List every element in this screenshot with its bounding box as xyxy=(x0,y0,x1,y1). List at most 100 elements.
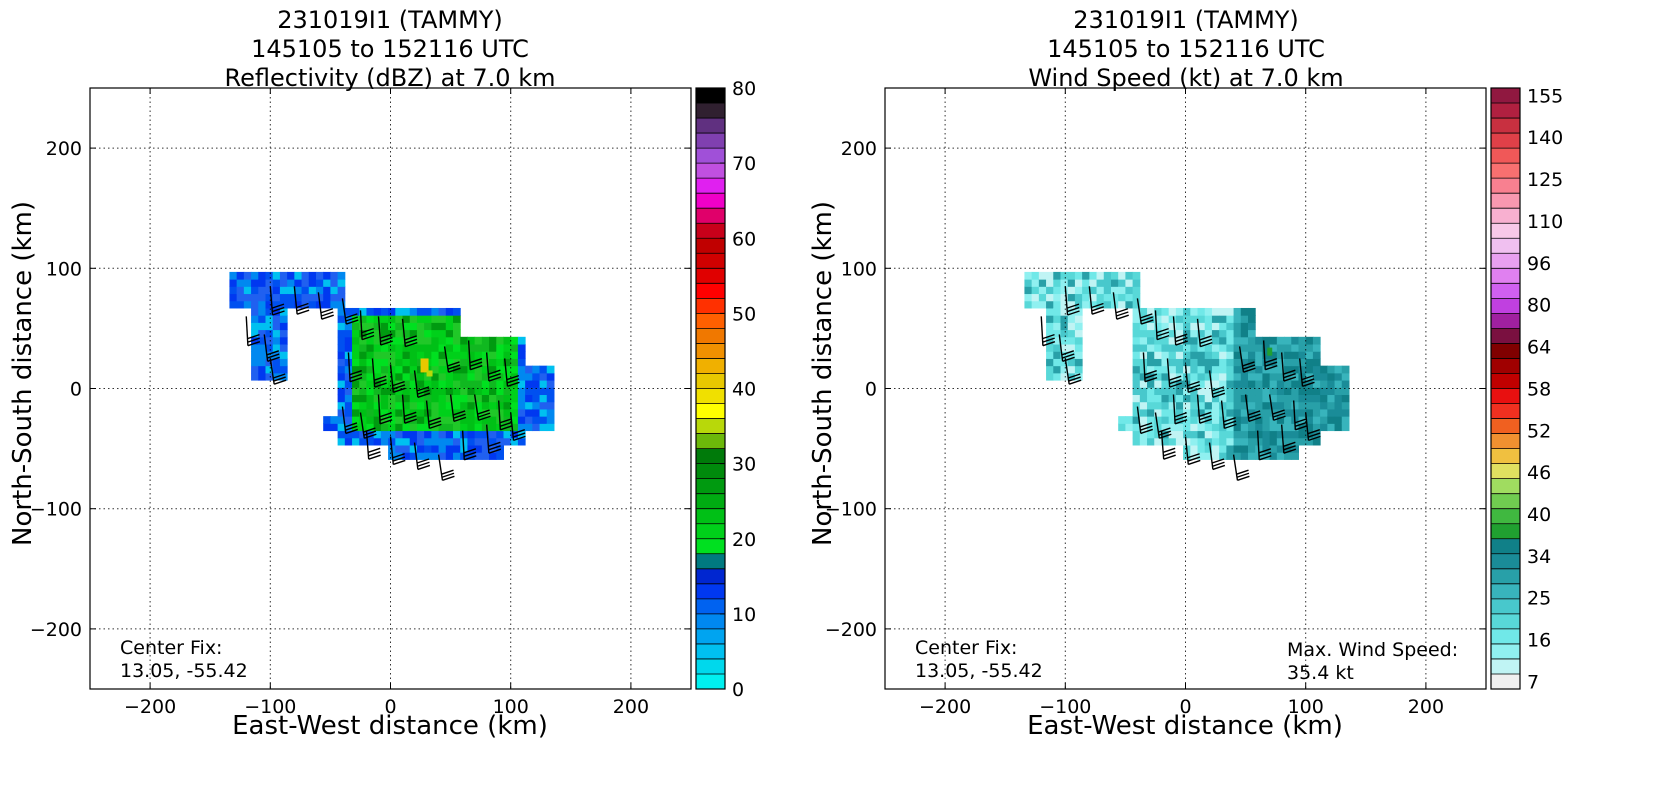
echo-cell xyxy=(352,322,360,331)
echo-cell xyxy=(402,416,411,424)
echo-cell xyxy=(416,329,425,338)
x-tick-label: −200 xyxy=(124,696,176,718)
echo-cell xyxy=(1190,437,1199,446)
echo-cell xyxy=(1233,423,1242,432)
echo-cell xyxy=(1262,344,1271,352)
echo-cell xyxy=(503,351,512,359)
echo-cell xyxy=(474,401,483,410)
echo-cell xyxy=(510,351,519,359)
echo-cell xyxy=(1132,300,1141,309)
echo-cell xyxy=(402,336,411,345)
echo-cell xyxy=(510,358,519,367)
echo-cell xyxy=(1219,444,1227,453)
echo-cell xyxy=(258,307,266,316)
echo-cell xyxy=(388,430,396,439)
y-tick-label: −100 xyxy=(825,499,877,521)
echo-cell xyxy=(1139,372,1148,381)
barb-flag xyxy=(1140,428,1153,435)
echo-cell xyxy=(1154,416,1162,424)
echo-cell xyxy=(380,387,389,396)
barb-flag xyxy=(1139,422,1153,428)
echo-cell xyxy=(438,322,447,331)
echo-cell xyxy=(1255,437,1263,446)
echo-cell xyxy=(1240,423,1249,432)
echo-cell xyxy=(416,387,425,396)
echo-cell xyxy=(402,351,411,359)
echo-cell xyxy=(1291,430,1299,439)
echo-cell xyxy=(445,372,454,381)
echo-cell xyxy=(503,437,512,446)
echo-cell xyxy=(1161,307,1170,316)
echo-cell xyxy=(445,444,454,453)
echo-cell xyxy=(1291,380,1299,388)
barb-flag xyxy=(1199,418,1212,424)
echo-cell xyxy=(431,372,440,381)
echo-cell xyxy=(315,293,324,302)
wind-barb xyxy=(473,394,491,421)
echo-cell xyxy=(380,322,389,331)
echo-cell xyxy=(1067,322,1076,331)
echo-cell xyxy=(1269,365,1278,374)
echo-cell xyxy=(1276,372,1285,381)
echo-cell xyxy=(1262,351,1271,359)
echo-cell xyxy=(1269,452,1278,460)
echo-cell xyxy=(287,293,295,302)
echo-cell xyxy=(359,365,367,374)
echo-cell xyxy=(1132,351,1141,359)
echo-cell xyxy=(481,423,490,432)
wind-barb xyxy=(503,358,520,387)
echo-cell xyxy=(1269,358,1278,367)
echo-cell xyxy=(1233,430,1242,439)
y-tick-label: 100 xyxy=(841,258,877,280)
echo-cell xyxy=(1305,344,1314,352)
echo-cell xyxy=(1204,394,1213,403)
echo-cell xyxy=(265,329,274,338)
echo-cell xyxy=(1226,437,1235,446)
echo-cell xyxy=(525,408,533,417)
echo-cell xyxy=(279,358,288,367)
echo-cell xyxy=(1154,365,1162,374)
echo-cell xyxy=(445,452,454,460)
echo-cell xyxy=(395,408,404,417)
echo-cell xyxy=(395,416,404,424)
echo-cell xyxy=(1226,423,1235,432)
echo-cell xyxy=(481,344,490,352)
echo-cell xyxy=(373,365,382,374)
barb-flag xyxy=(393,387,406,393)
echo-cell xyxy=(496,336,504,345)
echo-cell xyxy=(1154,387,1162,396)
echo-cell xyxy=(323,271,331,280)
echo-cell xyxy=(474,358,483,367)
colorbar-segment xyxy=(1491,403,1520,419)
x-tick-label: −200 xyxy=(919,696,971,718)
echo-cell xyxy=(424,394,432,403)
echo-cell xyxy=(265,307,274,316)
echo-cell xyxy=(489,387,497,396)
echo-cell xyxy=(1284,387,1292,396)
echo-cell xyxy=(366,307,375,316)
echo-cell xyxy=(431,307,440,316)
echo-cell xyxy=(481,408,490,417)
barb-staff xyxy=(1220,400,1226,429)
echo-cell xyxy=(445,387,454,396)
echo-cell xyxy=(265,293,274,302)
echo-cell xyxy=(1248,307,1256,316)
echo-cell xyxy=(323,293,331,302)
echo-cell xyxy=(1147,380,1155,388)
echo-cell xyxy=(1298,401,1307,410)
echo-cell xyxy=(467,380,476,388)
echo-cell xyxy=(539,401,548,410)
echo-cell xyxy=(416,437,425,446)
center-fix-value: 13.05, -55.42 xyxy=(120,660,248,682)
barb-flag xyxy=(1169,382,1182,388)
echo-cell xyxy=(1089,300,1098,309)
echo-cell xyxy=(373,387,382,396)
echo-cell xyxy=(1168,307,1177,316)
barb-staff xyxy=(1112,292,1118,320)
echo-cell xyxy=(409,329,418,338)
barb-flag xyxy=(429,423,442,430)
echo-cell xyxy=(1053,351,1061,359)
echo-cell xyxy=(460,344,468,352)
barb-flag xyxy=(1188,387,1201,393)
